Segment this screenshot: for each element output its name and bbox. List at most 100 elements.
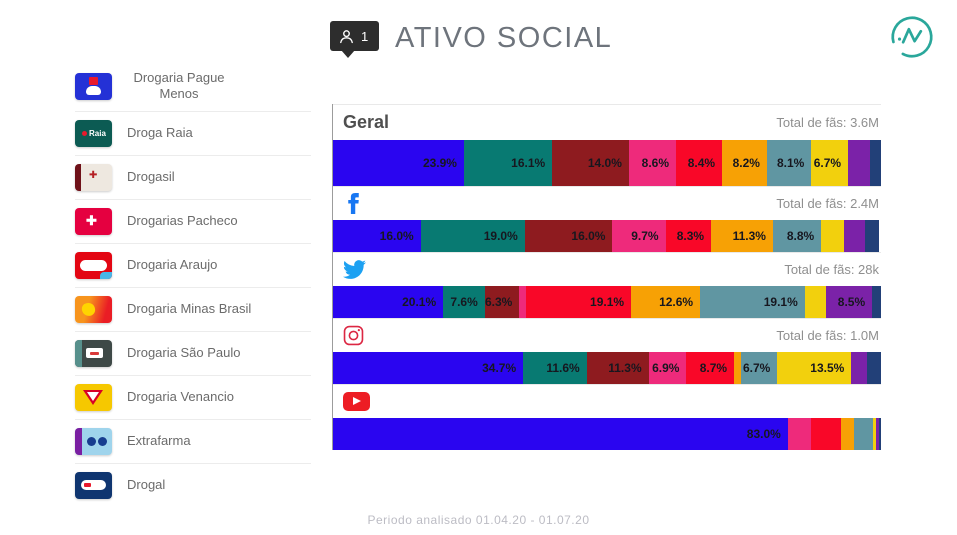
bar-segment-drogal[interactable] bbox=[865, 220, 880, 252]
sidebar-item-venancio[interactable]: Drogaria Venancio bbox=[75, 376, 311, 420]
drogal-logo-icon bbox=[75, 471, 112, 499]
bar-segment-pague-menos[interactable]: 20.1% bbox=[333, 286, 444, 318]
sidebar-item-sao-paulo[interactable]: Drogaria São Paulo bbox=[75, 332, 311, 376]
venancio-logo-icon bbox=[75, 383, 112, 411]
section-header: Total de fãs: 2.4M bbox=[333, 187, 881, 220]
twitter-icon bbox=[343, 258, 366, 281]
segment-value-label: 8.6% bbox=[641, 156, 670, 170]
total-fans-label: Total de fãs: 1.0M bbox=[776, 328, 879, 343]
brand-label: Drogaria Pague Menos bbox=[133, 70, 225, 102]
segment-value-label: 11.6% bbox=[546, 361, 580, 375]
bar-segment-minas-brasil[interactable]: 11.3% bbox=[711, 220, 773, 252]
brand-list: Drogaria Pague Menos Droga Raia Drogasil Dr… bbox=[75, 62, 311, 507]
segment-value-label: 19.1% bbox=[763, 295, 798, 309]
bar-segment-araujo[interactable] bbox=[810, 418, 841, 450]
page-title: ATIVO SOCIAL bbox=[395, 22, 613, 54]
sidebar-item-pague-menos[interactable]: Drogaria Pague Menos bbox=[75, 62, 311, 112]
bar-segment-minas-brasil[interactable]: 8.2% bbox=[722, 140, 767, 186]
brand-label: Drogaria Araujo bbox=[127, 256, 218, 272]
bar-segment-minas-brasil[interactable] bbox=[840, 418, 855, 450]
bar-segment-pague-menos[interactable]: 83.0% bbox=[333, 418, 788, 450]
brand-label: Drogaria Minas Brasil bbox=[127, 300, 252, 316]
segment-value-label: 7.6% bbox=[450, 295, 478, 309]
bar-segment-droga-raia[interactable]: 11.6% bbox=[523, 352, 587, 384]
segment-value-label: 9.7% bbox=[631, 229, 659, 243]
bar-segment-araujo[interactable]: 19.1% bbox=[526, 286, 632, 318]
stacked-bar-youtube: 83.0% bbox=[333, 418, 881, 450]
bar-segment-venancio[interactable] bbox=[873, 418, 877, 450]
bar-segment-minas-brasil[interactable]: 12.6% bbox=[631, 286, 701, 318]
bar-segment-venancio[interactable]: 6.7% bbox=[811, 140, 849, 186]
bar-segment-droga-raia[interactable]: 7.6% bbox=[443, 286, 485, 318]
sidebar-item-minas-brasil[interactable]: Drogaria Minas Brasil bbox=[75, 288, 311, 332]
brand-label: Droga Raia bbox=[127, 124, 193, 140]
bar-segment-drogasil[interactable]: 6.3% bbox=[484, 286, 520, 318]
bar-segment-extrafarma[interactable] bbox=[851, 352, 867, 384]
bar-segment-minas-brasil[interactable] bbox=[734, 352, 741, 384]
sidebar-item-droga-raia[interactable]: Droga Raia bbox=[75, 112, 311, 156]
segment-value-label: 16.1% bbox=[511, 156, 546, 170]
bar-segment-pacheco[interactable] bbox=[519, 286, 527, 318]
bar-segment-extrafarma[interactable]: 8.5% bbox=[825, 286, 873, 318]
segment-value-label: 19.0% bbox=[483, 229, 518, 243]
segment-value-label: 34.7% bbox=[482, 361, 517, 375]
sidebar-item-araujo[interactable]: Drogaria Araujo bbox=[75, 244, 311, 288]
bar-segment-droga-raia[interactable]: 16.1% bbox=[463, 140, 553, 186]
sidebar-item-drogal[interactable]: Drogal bbox=[75, 464, 311, 507]
bar-segment-pague-menos[interactable]: 34.7% bbox=[333, 352, 524, 384]
drogasil-logo-icon bbox=[75, 163, 112, 191]
bar-segment-drogasil[interactable]: 11.3% bbox=[586, 352, 649, 384]
minas-brasil-logo-icon bbox=[75, 295, 112, 323]
bar-segment-araujo[interactable]: 8.3% bbox=[665, 220, 712, 252]
brand-label: Drogaria Venancio bbox=[127, 388, 234, 404]
bar-segment-pague-menos[interactable]: 16.0% bbox=[333, 220, 421, 252]
bar-segment-sao-paulo[interactable]: 8.1% bbox=[766, 140, 812, 186]
bar-segment-drogasil[interactable]: 14.0% bbox=[552, 140, 629, 186]
bar-segment-extrafarma[interactable] bbox=[848, 140, 870, 186]
sidebar-item-extrafarma[interactable]: Extrafarma bbox=[75, 420, 311, 464]
bar-segment-pague-menos[interactable]: 23.9% bbox=[333, 140, 464, 186]
bar-segment-sao-paulo[interactable]: 6.7% bbox=[740, 352, 778, 384]
bar-segment-pacheco[interactable]: 9.7% bbox=[612, 220, 666, 252]
stacked-bar-twitter: 20.1% 7.6% 6.3% 19.1% 12.6% 19.1% 8.5% bbox=[333, 286, 881, 318]
araujo-logo-icon bbox=[75, 251, 112, 279]
sidebar-item-pacheco[interactable]: Drogarias Pacheco bbox=[75, 200, 311, 244]
analysis-period-label: Periodo analisado 01.04.20 - 01.07.20 bbox=[367, 513, 590, 527]
app-logo-icon bbox=[891, 16, 933, 58]
bar-segment-sao-paulo[interactable]: 8.8% bbox=[772, 220, 822, 252]
bar-segment-drogal[interactable] bbox=[879, 418, 881, 450]
section-facebook: Total de fãs: 2.4M 16.0% 19.0% 16.0% 9.7% 8.… bbox=[333, 186, 881, 252]
bar-segment-extrafarma[interactable] bbox=[876, 418, 880, 450]
segment-value-label: 8.5% bbox=[837, 295, 866, 309]
droga-raia-logo-icon bbox=[75, 119, 112, 147]
bar-segment-drogal[interactable] bbox=[872, 286, 881, 318]
active-profiles-badge[interactable]: 1 bbox=[330, 21, 380, 58]
bar-segment-drogal[interactable] bbox=[866, 352, 881, 384]
segment-value-label: 13.5% bbox=[810, 361, 845, 375]
bar-segment-venancio[interactable] bbox=[804, 286, 826, 318]
bar-segment-venancio[interactable]: 13.5% bbox=[777, 352, 852, 384]
bar-segment-araujo[interactable]: 8.7% bbox=[686, 352, 735, 384]
segment-value-label: 8.2% bbox=[732, 156, 760, 170]
bar-segment-araujo[interactable]: 8.4% bbox=[676, 140, 723, 186]
bar-segment-drogasil[interactable]: 16.0% bbox=[524, 220, 613, 252]
bar-segment-pacheco[interactable] bbox=[787, 418, 811, 450]
segment-value-label: 20.1% bbox=[402, 295, 437, 309]
bar-segment-drogal[interactable] bbox=[869, 140, 881, 186]
section-twitter: Total de fãs: 28k 20.1% 7.6% 6.3% 19.1% 12.6… bbox=[333, 252, 881, 318]
extrafarma-logo-icon bbox=[75, 427, 112, 455]
bar-segment-pacheco[interactable]: 6.9% bbox=[648, 352, 687, 384]
bar-segment-pacheco[interactable]: 8.6% bbox=[628, 140, 677, 186]
bar-segment-venancio[interactable] bbox=[821, 220, 844, 252]
total-fans-label: Total de fãs: 2.4M bbox=[776, 196, 879, 211]
bar-segment-sao-paulo[interactable]: 19.1% bbox=[700, 286, 805, 318]
bar-segment-droga-raia[interactable]: 19.0% bbox=[420, 220, 525, 252]
segment-value-label: 14.0% bbox=[587, 156, 622, 170]
segment-value-label: 19.1% bbox=[590, 295, 625, 309]
segment-value-label: 6.9% bbox=[652, 361, 680, 375]
sidebar-item-drogasil[interactable]: Drogasil bbox=[75, 156, 311, 200]
bar-segment-sao-paulo[interactable] bbox=[854, 418, 874, 450]
brand-label: Drogaria São Paulo bbox=[127, 344, 241, 360]
bar-segment-extrafarma[interactable] bbox=[843, 220, 866, 252]
